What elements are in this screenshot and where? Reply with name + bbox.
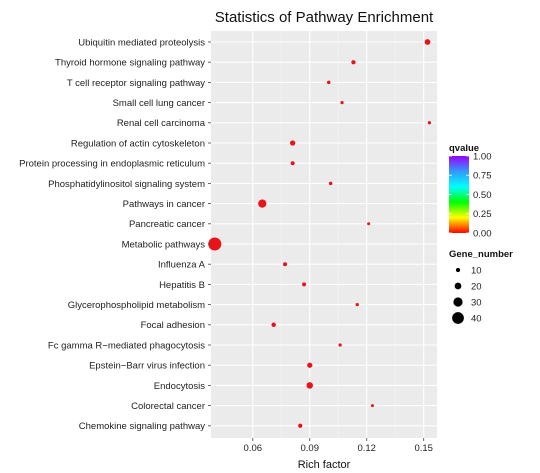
data-point (298, 423, 303, 428)
plot-panel (211, 31, 437, 438)
qvalue-legend-label: 0.50 (473, 190, 492, 201)
y-axis-labels: Ubiquitin mediated proteolysis Thyroid ho… (19, 37, 211, 432)
size-legend-label: 20 (471, 281, 482, 292)
data-point (306, 382, 314, 389)
data-point (367, 222, 371, 226)
gene-number-legend-title: Gene_number (449, 249, 513, 260)
x-axis-title: Rich factor (298, 459, 351, 471)
y-tick-label: Pancreatic cancer (129, 219, 205, 230)
x-tick-label: 0.15 (414, 443, 433, 454)
size-legend-dot (452, 312, 464, 324)
y-tick-label: Small cell lung cancer (113, 98, 205, 109)
qvalue-legend-label: 0.25 (473, 209, 492, 220)
qvalue-colorbar (449, 156, 469, 233)
size-legend-dot (455, 267, 461, 273)
y-tick-label: Thyroid hormone signaling pathway (55, 58, 205, 69)
data-point (370, 404, 374, 408)
y-tick-label: Regulation of actin cytoskeleton (71, 138, 205, 149)
y-tick-label: Protein processing in endoplasmic reticu… (19, 159, 205, 170)
y-tick-label: Epstein−Barr virus infection (89, 361, 205, 372)
y-tick-label: Phosphatidylinositol signaling system (48, 179, 205, 190)
data-point (307, 362, 313, 368)
y-tick-label: Influenza A (158, 260, 206, 271)
data-point (208, 237, 222, 251)
data-point (424, 39, 431, 45)
y-tick-label: Focal adhesion (141, 320, 205, 331)
size-legend-label: 30 (471, 297, 482, 308)
data-point (302, 282, 307, 287)
data-point (351, 60, 356, 65)
data-point (271, 322, 276, 328)
y-tick-label: Endocytosis (154, 381, 205, 392)
y-tick-label: Hepatitis B (159, 280, 205, 291)
size-legend-label: 40 (471, 313, 482, 324)
size-legend-label: 10 (471, 265, 482, 276)
qvalue-legend-label: 0.75 (473, 171, 492, 182)
data-point (258, 199, 267, 208)
data-point (338, 343, 342, 347)
gridlines (211, 31, 437, 438)
y-tick-label: Metabolic pathways (122, 239, 206, 250)
data-point (328, 181, 333, 186)
size-legend-dot (454, 282, 462, 290)
data-point (290, 140, 296, 146)
data-point (427, 121, 432, 125)
y-tick-label: Renal cell carcinoma (117, 118, 206, 129)
x-tick-label: 0.09 (301, 443, 320, 454)
data-point (326, 80, 331, 85)
y-tick-label: T cell receptor signaling pathway (67, 78, 205, 89)
x-tick-label: 0.06 (244, 443, 263, 454)
qvalue-legend: qvalue 1.00 0.75 0.50 0.25 0.00 (449, 143, 492, 239)
y-tick-label: Fc gamma R−mediated phagocytosis (48, 340, 205, 351)
chart-title: Statistics of Pathway Enrichment (215, 9, 434, 26)
qvalue-legend-label: 0.00 (473, 228, 492, 239)
gene-number-legend: Gene_number 10 20 30 40 (449, 249, 513, 324)
x-tick-label: 0.12 (357, 443, 376, 454)
data-point (355, 302, 359, 307)
data-point (283, 262, 288, 267)
y-tick-label: Glycerophospholipid metabolism (68, 300, 205, 311)
qvalue-legend-title: qvalue (449, 143, 479, 154)
y-tick-label: Ubiquitin mediated proteolysis (78, 37, 205, 48)
y-tick-label: Chemokine signaling pathway (79, 421, 205, 432)
x-axis: 0.06 0.09 0.12 0.15 (244, 438, 433, 454)
data-point (290, 161, 295, 166)
y-tick-label: Pathways in cancer (123, 199, 205, 210)
y-tick-label: Colorectal cancer (131, 401, 205, 412)
size-legend-dot (453, 297, 463, 307)
data-point (340, 100, 344, 105)
data-points (208, 39, 432, 428)
qvalue-legend-label: 1.00 (473, 151, 492, 162)
